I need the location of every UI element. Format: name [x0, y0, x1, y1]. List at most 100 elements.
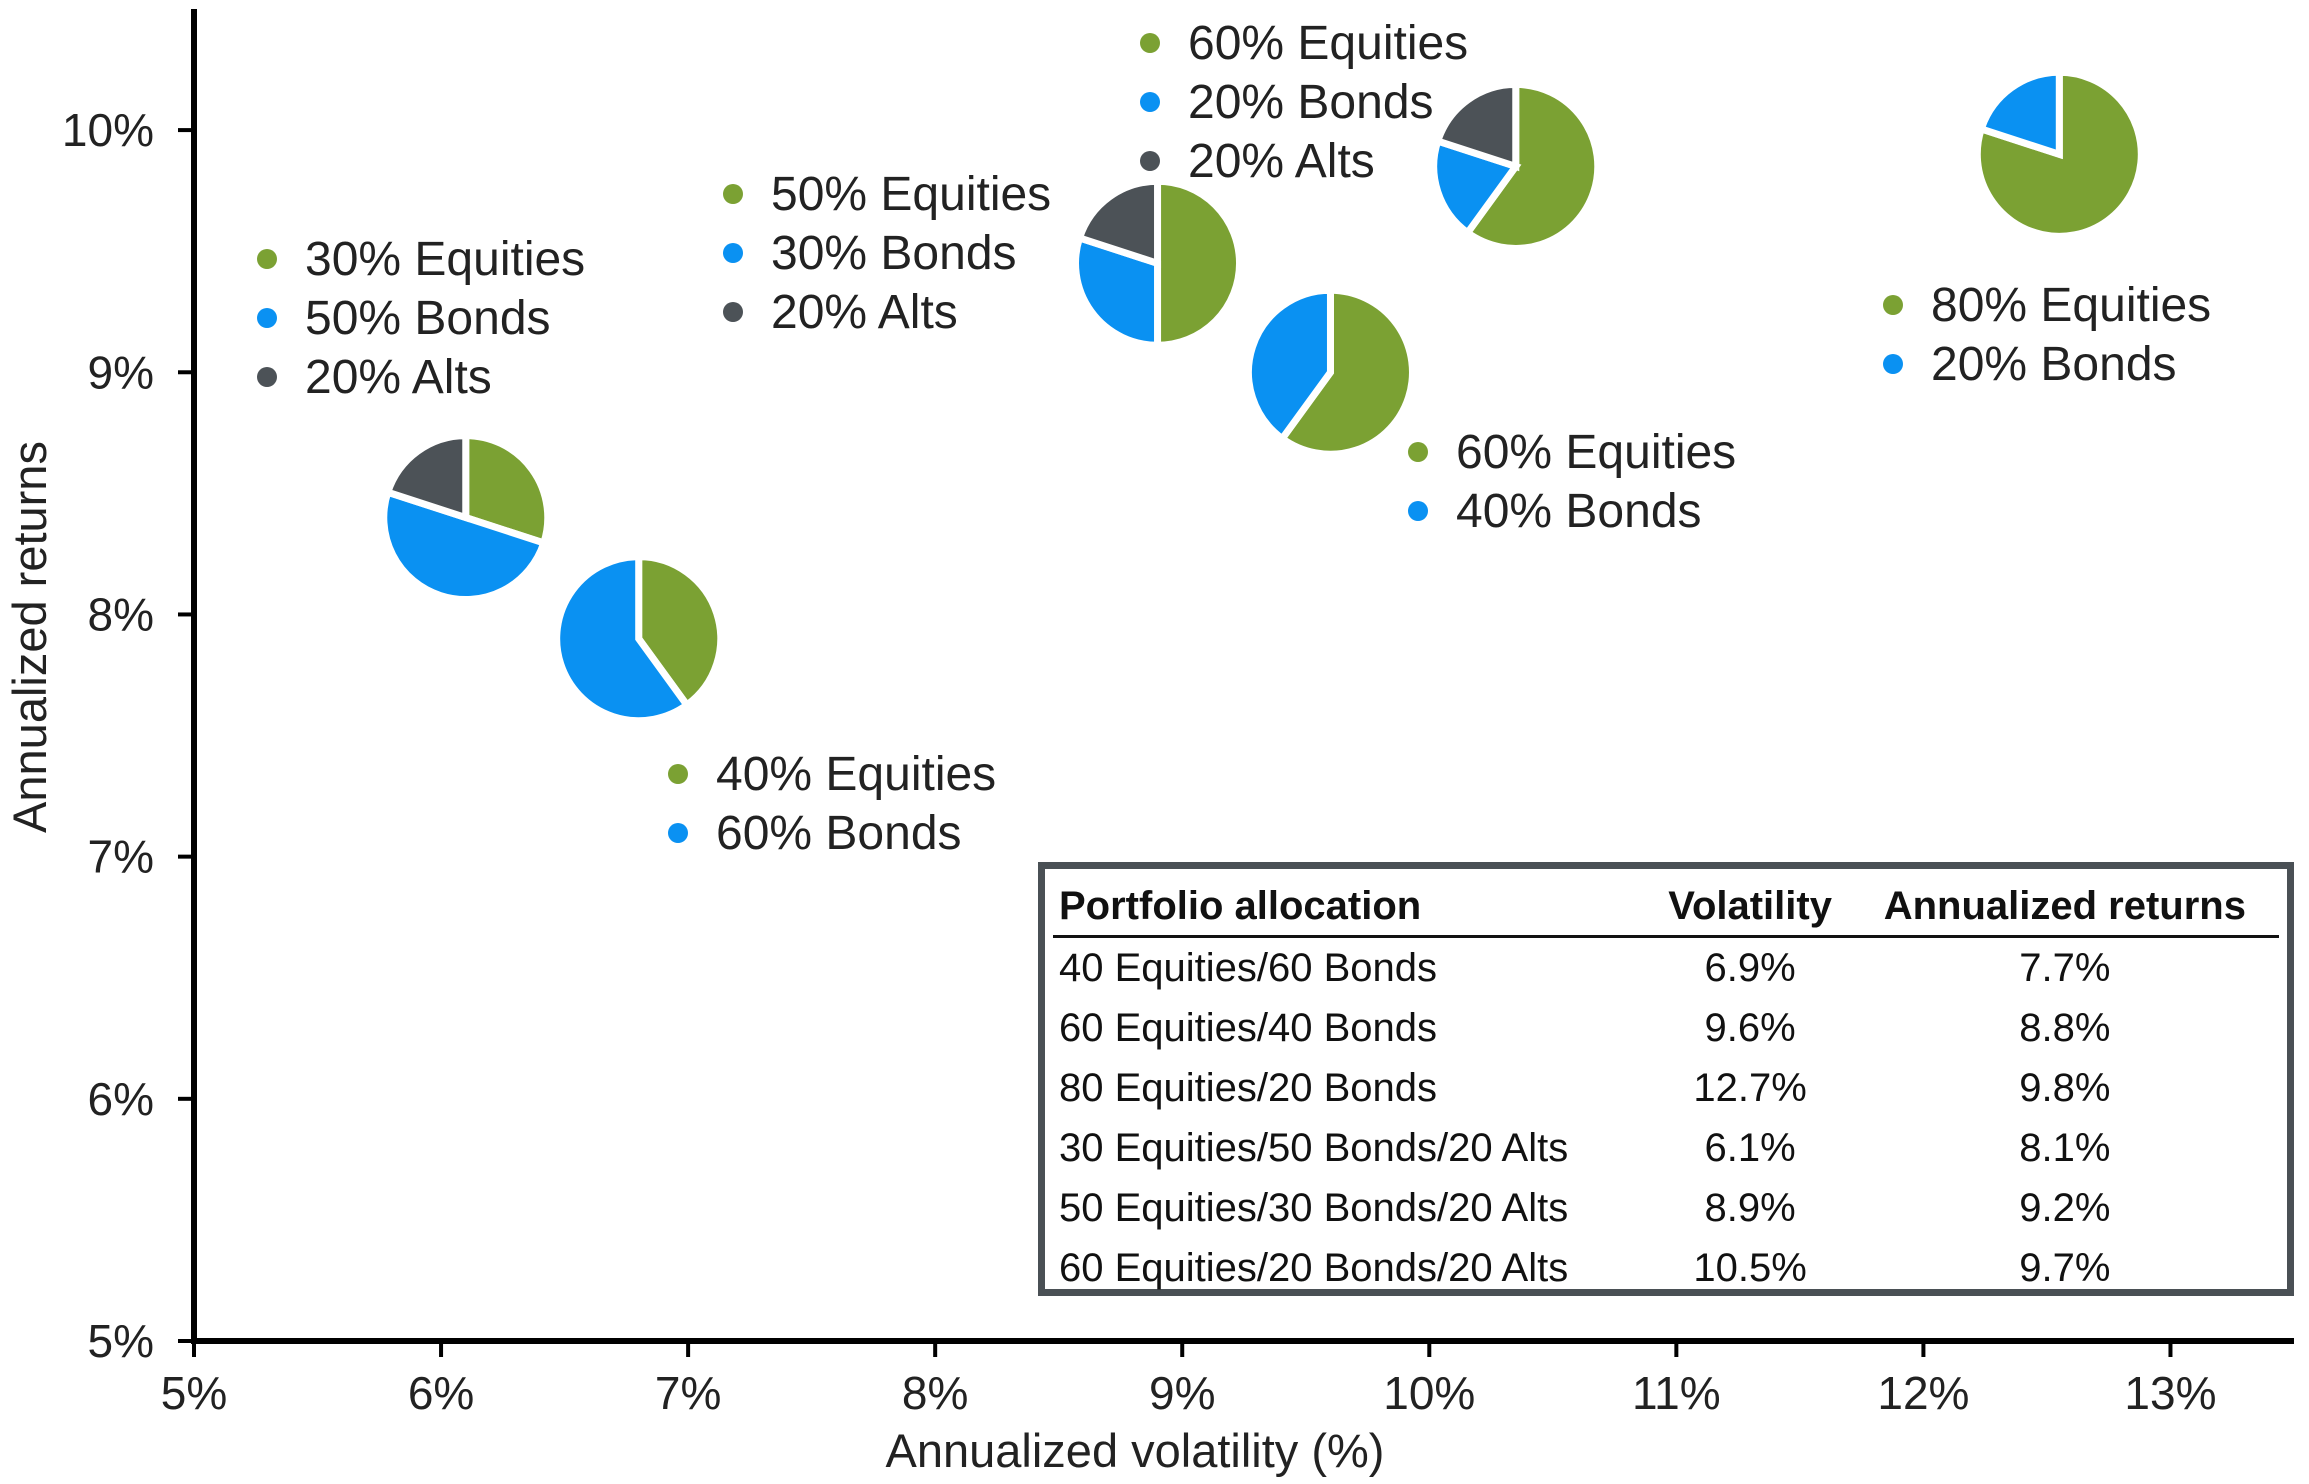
- tick-labels: 5% 6% 7% 8% 9% 10% 11% 12% 13% 5% 6% 7% 8% 9% 10%: [62, 104, 2217, 1419]
- pie-slice-alts: [1433, 80, 1520, 172]
- legend-label: 30% Bonds: [771, 227, 1017, 280]
- pie-slice-alts: [383, 432, 470, 523]
- x-axis-title: Annualized volatility (%): [886, 1424, 1385, 1477]
- legend-dot-equities: [1883, 295, 1903, 315]
- legend-dot-bonds: [668, 823, 688, 843]
- cell-allocation: 30 Equities/50 Bonds/20 Alts: [1059, 1125, 1569, 1170]
- pie-legend: 60% Equities 20% Bonds 20% Alts: [1140, 17, 1468, 188]
- cell-returns: 9.7%: [2019, 1245, 2111, 1290]
- legend-dot-equities: [723, 184, 743, 204]
- pie-marker: [1072, 177, 1243, 349]
- legend-dot-equities: [1140, 33, 1160, 53]
- legend-dot-alts: [1140, 151, 1160, 171]
- legend-label: 50% Equities: [771, 168, 1051, 221]
- legend-label: 20% Alts: [305, 351, 492, 404]
- table-row: 60 Equities/40 Bonds 9.6% 8.8%: [1053, 998, 2279, 1058]
- x-tick-label: 7%: [655, 1367, 721, 1419]
- pie-slice-equities: [1277, 286, 1416, 458]
- legend-label: 60% Equities: [1188, 17, 1468, 70]
- cell-allocation: 60 Equities/20 Bonds/20 Alts: [1059, 1245, 1569, 1290]
- y-tick-label: 10%: [62, 104, 154, 156]
- pie-slice-alts: [1075, 177, 1162, 269]
- pie-slice-equities: [1154, 177, 1243, 349]
- legend-dot-alts: [257, 367, 277, 387]
- summary-table-panel: Portfolio allocation Volatility Annualiz…: [1038, 862, 2294, 1296]
- x-tick-label: 5%: [161, 1367, 227, 1419]
- legend-label: 20% Bonds: [1188, 76, 1434, 129]
- cell-allocation: 40 Equities/60 Bonds: [1059, 945, 1438, 990]
- legend-dot-bonds: [1883, 354, 1903, 374]
- pie-legends: 30% Equities 50% Bonds 20% Alts 40% Equitie…: [257, 17, 2211, 860]
- pie-marker: [380, 432, 552, 603]
- pie-legend: 80% Equities 20% Bonds: [1883, 279, 2211, 391]
- pie-slice-bonds: [553, 553, 692, 725]
- x-tick-label: 11%: [1632, 1367, 1721, 1419]
- pie-slice-equities: [1462, 80, 1602, 252]
- cell-allocation: 50 Equities/30 Bonds/20 Alts: [1059, 1185, 1569, 1230]
- legend-label: 30% Equities: [305, 233, 585, 286]
- cell-returns: 7.7%: [2019, 945, 2111, 990]
- axes: [178, 9, 2294, 1357]
- cell-volatility: 12.7%: [1693, 1065, 1807, 1110]
- cell-returns: 9.2%: [2019, 1185, 2111, 1230]
- legend-dot-bonds: [257, 308, 277, 328]
- pie-slice-bonds: [380, 487, 549, 603]
- pie-slice-bonds: [1430, 136, 1522, 238]
- cell-returns: 8.1%: [2019, 1125, 2111, 1170]
- pie-marker: [1430, 80, 1602, 252]
- table-row: 40 Equities/60 Bonds 6.9% 7.7%: [1053, 937, 2279, 999]
- pie-slice-equities: [635, 553, 725, 710]
- legend-label: 60% Bonds: [716, 807, 962, 860]
- cell-returns: 8.8%: [2019, 1005, 2111, 1050]
- legend-dot-alts: [723, 302, 743, 322]
- cell-allocation: 60 Equities/40 Bonds: [1059, 1005, 1438, 1050]
- legend-label: 50% Bonds: [305, 292, 551, 345]
- pie-legend: 60% Equities 40% Bonds: [1408, 426, 1736, 538]
- pie-slice-bonds: [1072, 233, 1162, 349]
- pie-legend: 50% Equities 30% Bonds 20% Alts: [723, 168, 1051, 339]
- pie-legend: 30% Equities 50% Bonds 20% Alts: [257, 233, 585, 404]
- pie-legend: 40% Equities 60% Bonds: [668, 748, 996, 860]
- legend-label: 60% Equities: [1456, 426, 1736, 479]
- table-row: 50 Equities/30 Bonds/20 Alts 8.9% 9.2%: [1053, 1178, 2279, 1238]
- y-axis-title: Annualized returns: [3, 441, 56, 833]
- cell-volatility: 6.9%: [1704, 945, 1796, 990]
- legend-dot-equities: [668, 764, 688, 784]
- cell-volatility: 9.6%: [1704, 1005, 1796, 1050]
- x-tick-label: 10%: [1383, 1367, 1475, 1419]
- x-tick-label: 6%: [408, 1367, 474, 1419]
- header-annualized-returns: Annualized returns: [1850, 877, 2279, 938]
- legend-label: 40% Bonds: [1456, 485, 1702, 538]
- table-row: 30 Equities/50 Bonds/20 Alts 6.1% 8.1%: [1053, 1118, 2279, 1178]
- legend-dot-equities: [1408, 442, 1428, 462]
- legend-dot-bonds: [1408, 501, 1428, 521]
- legend-dot-bonds: [723, 243, 743, 263]
- y-tick-label: 9%: [88, 346, 154, 398]
- x-tick-label: 8%: [902, 1367, 968, 1419]
- table-header-row: Portfolio allocation Volatility Annualiz…: [1053, 877, 2279, 938]
- x-tick-label: 9%: [1149, 1367, 1215, 1419]
- cell-allocation: 80 Equities/20 Bonds: [1059, 1065, 1438, 1110]
- pie-marker: [553, 553, 725, 725]
- legend-label: 80% Equities: [1931, 279, 2211, 332]
- pie-slice-bonds: [1245, 286, 1334, 444]
- pie-markers: [380, 68, 2145, 725]
- y-tick-label: 5%: [88, 1315, 154, 1367]
- cell-volatility: 6.1%: [1704, 1125, 1796, 1170]
- legend-label: 20% Bonds: [1931, 338, 2177, 391]
- summary-table: Portfolio allocation Volatility Annualiz…: [1053, 877, 2279, 1298]
- pie-slice-bonds: [1976, 68, 2063, 160]
- table-row: 60 Equities/20 Bonds/20 Alts 10.5% 9.7%: [1053, 1238, 2279, 1298]
- legend-label: 40% Equities: [716, 748, 996, 801]
- table-row: 80 Equities/20 Bonds 12.7% 9.8%: [1053, 1058, 2279, 1118]
- legend-label: 20% Alts: [771, 286, 958, 339]
- cell-volatility: 10.5%: [1693, 1245, 1807, 1290]
- header-volatility: Volatility: [1649, 877, 1851, 938]
- cell-volatility: 8.9%: [1704, 1185, 1796, 1230]
- pie-marker: [1973, 68, 2145, 240]
- y-tick-label: 6%: [88, 1073, 154, 1125]
- y-tick-label: 8%: [88, 588, 154, 640]
- x-tick-label: 13%: [2124, 1367, 2216, 1419]
- header-portfolio-allocation: Portfolio allocation: [1053, 877, 1650, 938]
